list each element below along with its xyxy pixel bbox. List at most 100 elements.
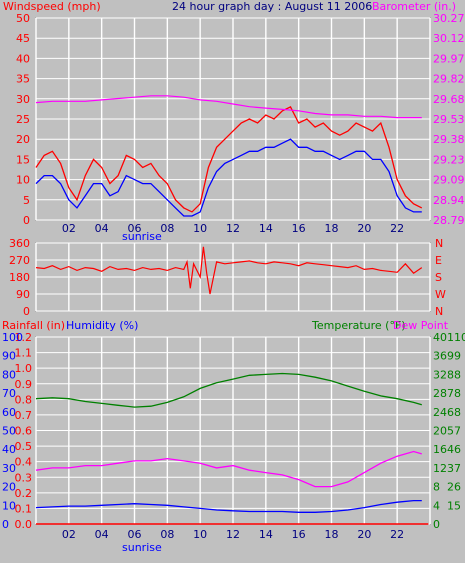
humidity-tick: 60 bbox=[2, 406, 16, 419]
panel3-grid bbox=[35, 336, 431, 525]
temp-c-tick: 40 bbox=[433, 331, 447, 344]
temp-c-tick: 20 bbox=[433, 425, 447, 438]
chart-title: 24 hour graph day : August 11 2006 bbox=[172, 0, 372, 13]
hour-tick: 16 bbox=[292, 222, 306, 235]
compass-tick: N bbox=[435, 237, 443, 250]
temp-c-tick: 16 bbox=[433, 443, 447, 456]
direction-tick: 180 bbox=[9, 271, 30, 284]
baro-tick: 29.09 bbox=[433, 174, 465, 187]
hour-tick: 18 bbox=[325, 222, 339, 235]
humidity-tick: 100 bbox=[2, 331, 23, 344]
hour-tick: 18 bbox=[325, 528, 339, 541]
wind-gust-line bbox=[35, 106, 423, 213]
direction-tick: 90 bbox=[16, 288, 30, 301]
temp-c-tick: 4 bbox=[433, 499, 440, 512]
direction-tick: 0 bbox=[23, 305, 30, 318]
temp-c-tick: 32 bbox=[433, 368, 447, 381]
sunrise-label-2: sunrise bbox=[122, 541, 162, 554]
temp-c-tick: 24 bbox=[433, 406, 447, 419]
wind-tick-labels: 0 5 10 15 20 25 30 35 40 45 50 bbox=[16, 12, 30, 227]
sunrise-label: sunrise bbox=[122, 230, 162, 243]
compass-tick: N bbox=[435, 305, 443, 318]
wind-tick: 5 bbox=[23, 194, 30, 207]
rain-tick: 0.7 bbox=[15, 409, 33, 422]
humidity-tick: 80 bbox=[2, 368, 16, 381]
baro-tick: 28.79 bbox=[433, 214, 465, 227]
barometer-line bbox=[35, 95, 422, 119]
panel1-grid bbox=[35, 17, 431, 221]
baro-tick: 29.23 bbox=[433, 153, 465, 166]
rain-tick: 0.6 bbox=[15, 425, 33, 438]
temp-f-tick: 37 bbox=[447, 462, 461, 475]
wind-tick: 15 bbox=[16, 153, 30, 166]
hour-tick: 10 bbox=[193, 222, 207, 235]
temp-f-tick: 26 bbox=[447, 481, 461, 494]
wind-tick: 50 bbox=[16, 12, 30, 25]
hour-tick: 04 bbox=[95, 528, 109, 541]
wind-direction-line bbox=[35, 246, 423, 295]
humidity-tick: 70 bbox=[2, 387, 16, 400]
rain-tick: 0.3 bbox=[15, 471, 33, 484]
humidity-tick: 30 bbox=[2, 462, 16, 475]
temp-f-tick: 88 bbox=[447, 368, 461, 381]
rain-axis-label: Rainfall (in) bbox=[2, 319, 65, 332]
hour-tick: 02 bbox=[62, 528, 76, 541]
hour-tick-labels-2: 02 04 06 08 10 12 14 16 18 20 22 bbox=[62, 528, 404, 541]
wind-tick: 10 bbox=[16, 174, 30, 187]
hour-tick: 22 bbox=[390, 222, 404, 235]
humidity-axis-label: Humidity (%) bbox=[66, 319, 138, 332]
wind-axis-label: Windspeed (mph) bbox=[3, 0, 101, 13]
temp-f-tick: 110 bbox=[447, 331, 465, 344]
baro-tick: 29.53 bbox=[433, 113, 465, 126]
hour-tick: 12 bbox=[226, 528, 240, 541]
humidity-tick: 90 bbox=[2, 350, 16, 363]
humidity-tick: 50 bbox=[2, 425, 16, 438]
hour-tick-labels: 02 04 06 08 10 12 14 16 18 20 22 bbox=[62, 222, 404, 235]
hour-tick: 06 bbox=[128, 222, 142, 235]
baro-tick: 29.68 bbox=[433, 93, 465, 106]
humidity-tick-labels: 0 10 20 30 40 50 60 70 80 90 100 bbox=[2, 331, 23, 531]
rain-tick: 1.1 bbox=[15, 347, 33, 360]
temperature-line bbox=[35, 372, 422, 408]
baro-tick: 30.27 bbox=[433, 12, 465, 25]
rain-tick: 1.2 bbox=[15, 331, 33, 344]
hour-tick: 12 bbox=[226, 222, 240, 235]
humidity-tick: 10 bbox=[2, 499, 16, 512]
compass-tick: E bbox=[435, 254, 442, 267]
humidity-tick: 40 bbox=[2, 443, 16, 456]
hour-tick: 14 bbox=[259, 222, 273, 235]
rain-tick: 0.0 bbox=[15, 518, 33, 531]
temp-axis-label: Temperature (°F) bbox=[311, 319, 406, 332]
hour-tick: 20 bbox=[357, 222, 371, 235]
temp-f-tick-labels: 15 26 37 46 57 68 78 88 99 110 bbox=[447, 331, 465, 512]
dewpoint-line bbox=[35, 450, 422, 488]
rain-tick: 0.9 bbox=[15, 378, 33, 391]
temp-f-tick: 46 bbox=[447, 443, 461, 456]
temp-c-tick: 8 bbox=[433, 481, 440, 494]
panel-temp-humidity: Rainfall (in) Humidity (%) Temperature (… bbox=[2, 319, 465, 554]
temp-c-tick: 0 bbox=[433, 518, 440, 531]
direction-tick-labels: 0 90 180 270 360 bbox=[9, 237, 30, 318]
hour-tick: 08 bbox=[160, 528, 174, 541]
wind-tick: 25 bbox=[16, 113, 30, 126]
hour-tick: 22 bbox=[390, 528, 404, 541]
rain-tick: 0.2 bbox=[15, 487, 33, 500]
dewpoint-axis-label: Dew Point bbox=[393, 319, 449, 332]
temp-c-tick: 12 bbox=[433, 462, 447, 475]
baro-tick: 29.82 bbox=[433, 73, 465, 86]
rain-tick: 0.5 bbox=[15, 440, 33, 453]
panel2-grid bbox=[35, 242, 431, 312]
hour-tick: 14 bbox=[259, 528, 273, 541]
wind-tick: 45 bbox=[16, 32, 30, 45]
direction-tick: 360 bbox=[9, 237, 30, 250]
hour-tick: 02 bbox=[62, 222, 76, 235]
wind-tick: 20 bbox=[16, 133, 30, 146]
temp-c-tick-labels: 0 4 8 12 16 20 24 28 32 36 40 bbox=[433, 331, 447, 531]
hour-tick: 06 bbox=[128, 528, 142, 541]
baro-tick: 28.94 bbox=[433, 194, 465, 207]
temp-f-tick: 99 bbox=[447, 350, 461, 363]
baro-tick: 29.97 bbox=[433, 52, 465, 65]
